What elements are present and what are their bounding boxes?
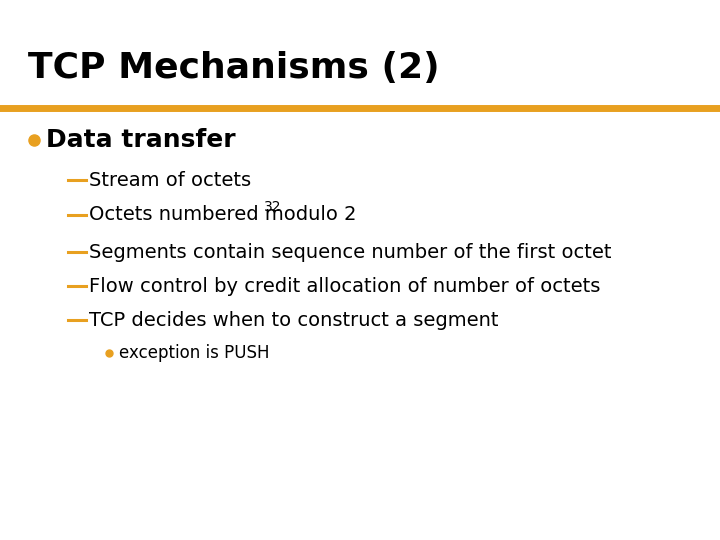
Text: 32: 32 bbox=[264, 200, 282, 214]
Text: Octets numbered modulo 2: Octets numbered modulo 2 bbox=[89, 206, 356, 225]
Text: Flow control by credit allocation of number of octets: Flow control by credit allocation of num… bbox=[89, 276, 600, 295]
Text: TCP decides when to construct a segment: TCP decides when to construct a segment bbox=[89, 310, 498, 329]
Text: Segments contain sequence number of the first octet: Segments contain sequence number of the … bbox=[89, 242, 611, 261]
Text: Stream of octets: Stream of octets bbox=[89, 171, 251, 190]
Text: exception is PUSH: exception is PUSH bbox=[119, 344, 269, 362]
Text: Data transfer: Data transfer bbox=[46, 128, 235, 152]
Text: TCP Mechanisms (2): TCP Mechanisms (2) bbox=[28, 51, 440, 85]
